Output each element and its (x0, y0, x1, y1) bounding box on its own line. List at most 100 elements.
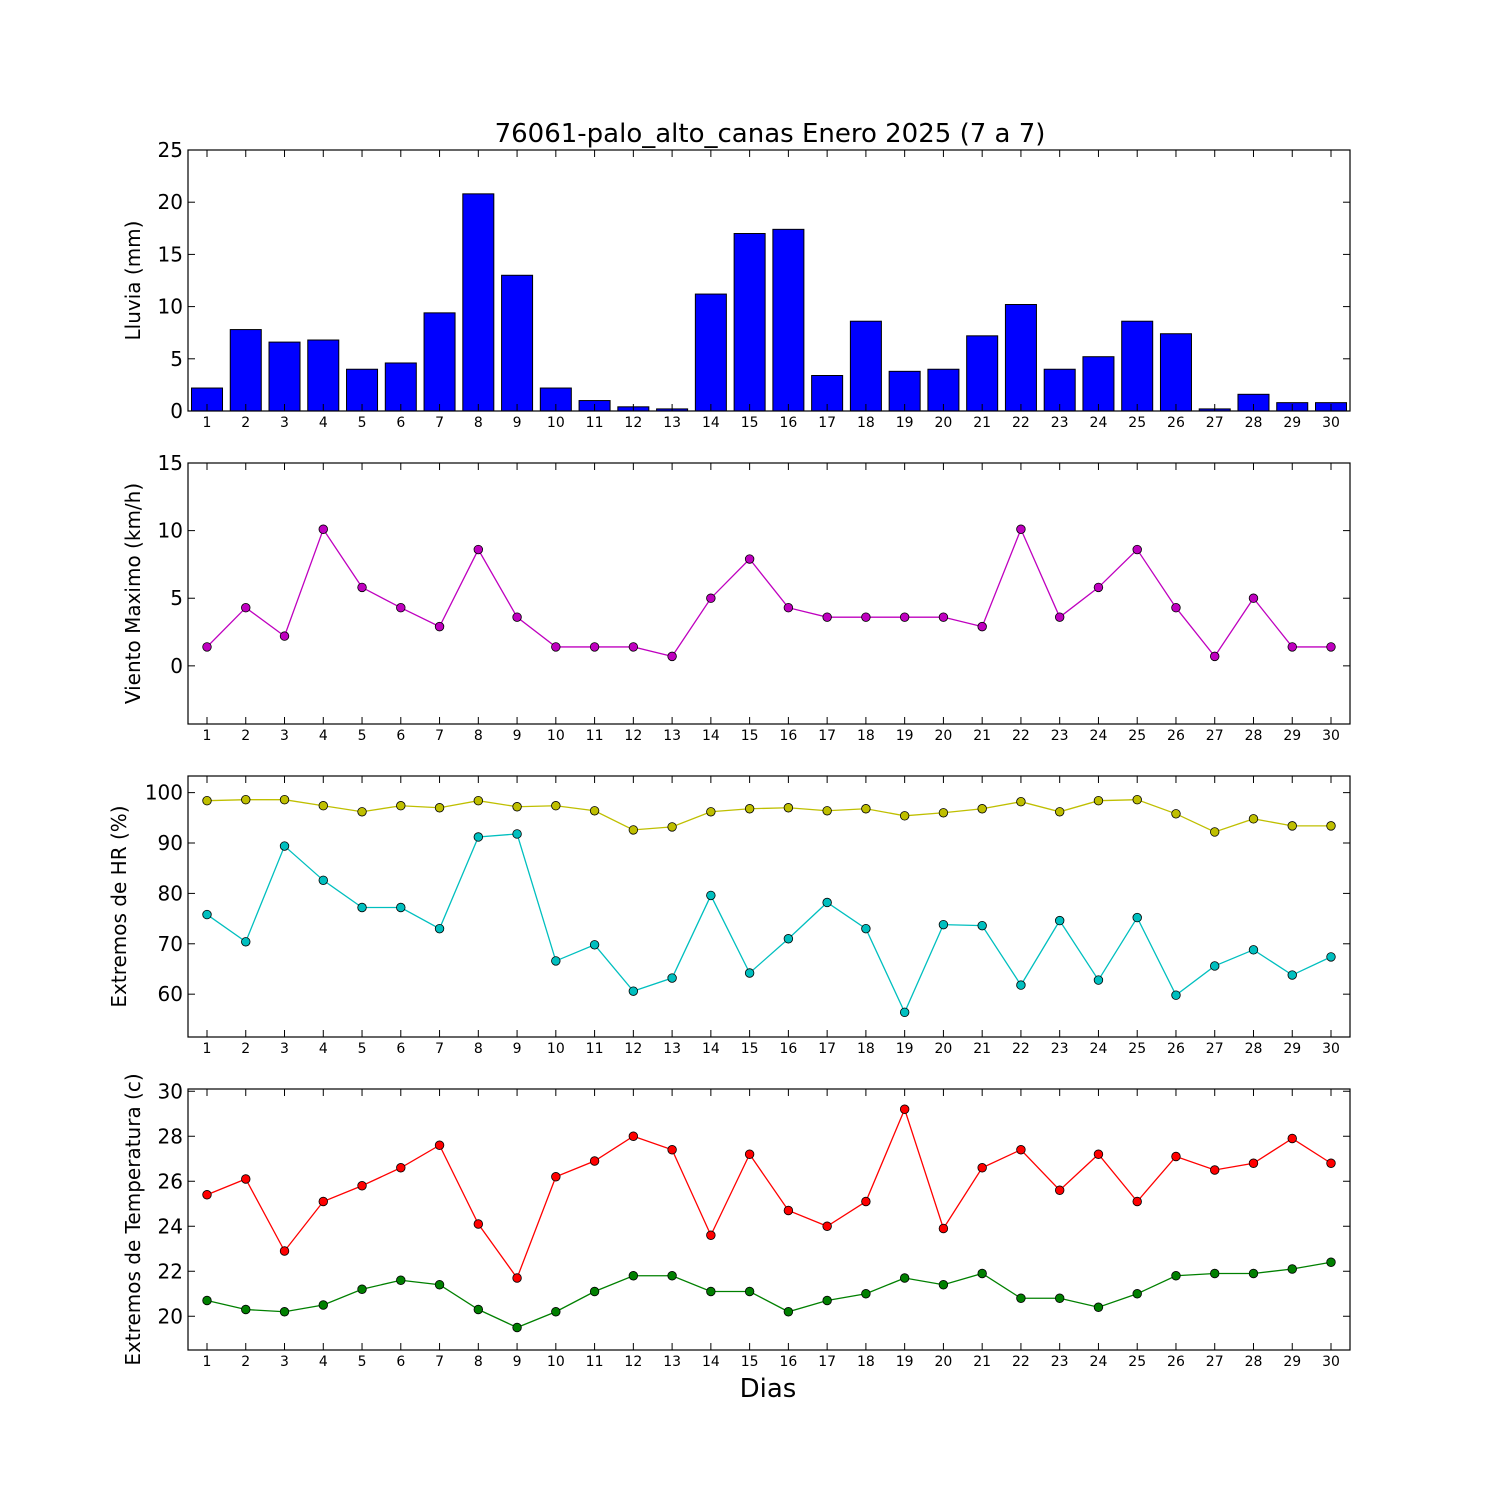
data-point-series-1-day-23 (1054, 612, 1065, 622)
bar-day-8 (462, 193, 495, 412)
data-point-series-1-day-9 (512, 1273, 522, 1283)
data-point-series-2-day-25 (1132, 1289, 1142, 1299)
x-tick-label: 3 (280, 415, 289, 431)
x-tick-label: 27 (1206, 415, 1224, 431)
x-tick-label: 30 (1322, 415, 1340, 431)
data-point-series-1-day-23 (1054, 807, 1065, 817)
data-point-series-2-day-25 (1132, 912, 1142, 923)
x-tick-label: 29 (1283, 1354, 1301, 1370)
x-tick-label: 25 (1128, 1354, 1146, 1370)
bar-day-21 (966, 335, 999, 412)
x-tick-label: 4 (319, 415, 328, 431)
data-point-series-2-day-24 (1093, 1302, 1104, 1312)
bar-day-14 (694, 293, 727, 412)
data-point-series-1-day-17 (822, 612, 832, 622)
data-point-series-2-day-23 (1054, 915, 1065, 926)
data-point-series-2-day-5 (357, 1284, 367, 1294)
x-tick-label: 28 (1245, 1354, 1263, 1370)
bar-day-16 (772, 228, 805, 412)
data-point-series-1-day-12 (628, 642, 639, 652)
x-tick-label: 28 (1245, 1041, 1263, 1057)
x-tick-label: 12 (624, 415, 642, 431)
x-tick-label: 30 (1322, 1354, 1340, 1370)
x-tick-label: 17 (818, 1354, 836, 1370)
x-tick-label: 26 (1167, 728, 1185, 744)
x-tick-label: 22 (1012, 728, 1030, 744)
data-point-series-1-day-24 (1093, 1149, 1104, 1159)
data-point-series-2-day-10 (551, 1307, 561, 1317)
x-tick-label: 9 (513, 728, 522, 744)
data-point-series-2-day-14 (706, 1286, 716, 1297)
x-tick-label: 19 (896, 1354, 914, 1370)
data-point-series-2-day-9 (512, 829, 522, 839)
y-tick-label: 20 (158, 190, 183, 214)
data-point-series-1-day-1 (202, 1190, 212, 1200)
data-point-series-2-day-23 (1054, 1293, 1065, 1303)
x-tick-label: 16 (779, 728, 797, 744)
x-tick-label: 9 (513, 415, 522, 431)
x-tick-label: 29 (1283, 728, 1301, 744)
bar-day-6 (384, 362, 417, 412)
data-point-series-2-day-29 (1287, 1264, 1297, 1274)
data-point-series-1-day-8 (473, 795, 484, 806)
data-point-series-2-day-2 (241, 937, 251, 947)
data-point-series-2-day-15 (744, 1286, 755, 1297)
y-tick-label: 5 (170, 586, 183, 610)
data-point-series-2-day-20 (938, 919, 949, 930)
x-tick-label: 2 (241, 1354, 250, 1370)
data-point-series-1-day-30 (1326, 642, 1336, 652)
data-point-series-2-day-18 (861, 1289, 871, 1299)
data-point-series-2-day-12 (628, 986, 639, 996)
x-tick-label: 3 (280, 1041, 289, 1057)
data-point-series-2-day-26 (1171, 990, 1181, 1000)
x-tick-label: 1 (203, 415, 212, 431)
x-tick-label: 25 (1128, 1041, 1146, 1057)
x-tick-label: 18 (857, 1041, 875, 1057)
data-point-series-1-day-21 (977, 1163, 987, 1173)
x-tick-label: 23 (1051, 1354, 1069, 1370)
data-point-series-1-day-12 (628, 825, 639, 835)
data-point-series-1-day-6 (396, 801, 406, 811)
x-tick-label: 20 (934, 1041, 952, 1057)
x-tick-label: 29 (1283, 1041, 1301, 1057)
y-tick-label: 70 (158, 932, 183, 956)
x-tick-label: 7 (435, 728, 444, 744)
data-point-series-1-day-6 (396, 1163, 406, 1173)
data-point-series-1-day-16 (783, 803, 794, 813)
data-point-series-2-day-8 (473, 832, 484, 842)
x-tick-label: 15 (741, 1354, 759, 1370)
plot-frame (187, 462, 1351, 725)
data-point-series-2-day-21 (977, 1268, 987, 1279)
x-tick-label: 29 (1283, 415, 1301, 431)
y-tick-label: 5 (170, 347, 183, 371)
data-point-series-1-day-24 (1093, 582, 1104, 593)
data-point-series-2-day-28 (1248, 945, 1259, 955)
data-point-series-1-day-14 (706, 593, 716, 603)
x-tick-label: 20 (934, 728, 952, 744)
x-tick-label: 7 (435, 415, 444, 431)
data-point-series-1-day-17 (822, 806, 832, 816)
x-tick-label: 11 (586, 415, 604, 431)
data-point-series-1-day-22 (1016, 524, 1026, 534)
data-point-series-1-day-11 (589, 806, 600, 816)
data-point-series-1-day-25 (1132, 1196, 1142, 1207)
x-tick-label: 8 (474, 1354, 483, 1370)
x-tick-label: 8 (474, 1041, 483, 1057)
x-tick-label: 4 (319, 728, 328, 744)
data-point-series-1-day-10 (551, 801, 561, 811)
x-tick-label: 28 (1245, 728, 1263, 744)
data-point-series-2-day-13 (667, 973, 677, 983)
x-tick-label: 2 (241, 1041, 250, 1057)
x-tick-label: 14 (702, 1041, 720, 1057)
y-tick-label: 28 (158, 1124, 183, 1148)
data-point-series-1-day-22 (1016, 797, 1026, 807)
data-point-series-1-day-15 (744, 554, 755, 564)
x-tick-label: 16 (779, 1041, 797, 1057)
x-tick-label: 6 (396, 415, 405, 431)
x-tick-label: 21 (973, 1041, 991, 1057)
series-line-2 (206, 833, 1332, 1014)
data-point-series-2-day-17 (822, 897, 832, 908)
data-point-series-1-day-28 (1248, 814, 1259, 824)
